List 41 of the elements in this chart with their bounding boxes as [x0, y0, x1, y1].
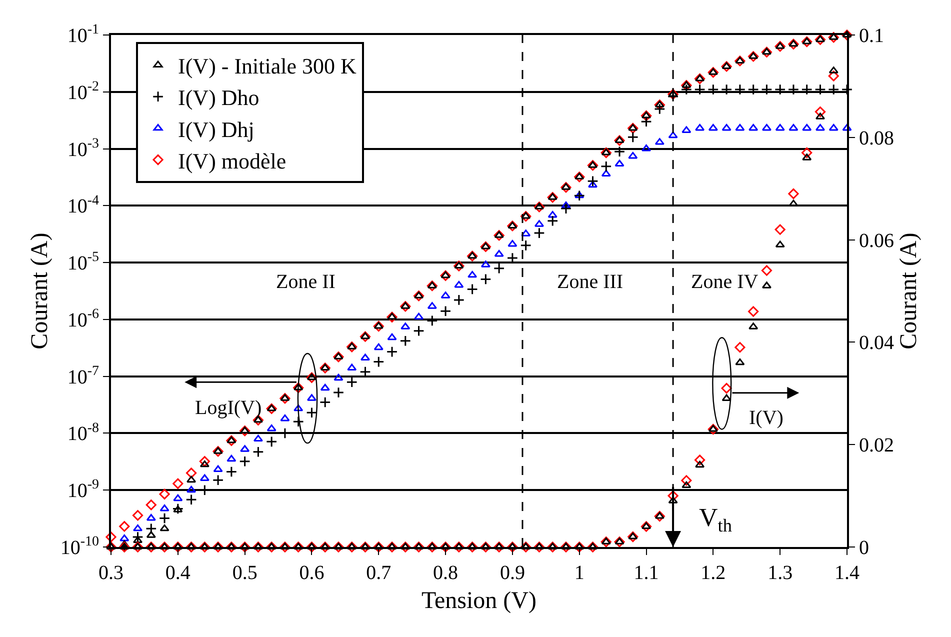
y-axis-title: Courant (A)	[26, 232, 53, 350]
legend-label: I(V) Dho	[178, 85, 260, 110]
y-tick-label: 10$^{-4}$	[67, 193, 99, 218]
legend-label: I(V) - Initiale 300 K	[178, 54, 357, 79]
x-tick-label: 0.3	[98, 562, 124, 584]
ref-line-label: V$_{th}$	[699, 503, 732, 536]
annotation: LogI(V)	[195, 397, 262, 419]
y2-tick-label: 0.04	[859, 332, 894, 354]
x-tick-label: 0.5	[232, 562, 258, 584]
y2-tick-label: 0.06	[859, 230, 894, 252]
x-tick-label: 0.9	[500, 562, 525, 584]
y-tick-label: 10$^{-6}$	[67, 307, 99, 332]
x-tick-label: 0.8	[433, 562, 458, 584]
legend-label: I(V) modèle	[178, 148, 286, 174]
y-tick-label: 10$^{-2}$	[67, 79, 99, 104]
x-tick-label: 0.6	[299, 562, 324, 584]
y2-tick-label: 0.1	[859, 25, 884, 47]
y-tick-label: 10$^{-1}$	[67, 22, 99, 47]
x-tick-label: 1.2	[700, 562, 726, 584]
annotation: Zone II	[276, 271, 336, 293]
annotation: Zone III	[557, 271, 624, 293]
x-tick-label: 1.1	[634, 562, 659, 584]
x-axis-title: Tension (V)	[422, 588, 536, 614]
annotation: I(V)	[749, 407, 784, 429]
x-tick-label: 1.4	[834, 562, 860, 584]
y2-tick-label: 0.02	[859, 434, 894, 457]
x-tick-label: 0.7	[366, 562, 392, 584]
y2-tick-label: 0.08	[859, 127, 894, 150]
y-tick-label: 10$^{-3}$	[67, 136, 99, 161]
y2-tick-label: 0	[859, 537, 869, 559]
x-tick-label: 0.4	[165, 562, 190, 584]
y-tick-label: 10$^{-8}$	[67, 420, 99, 446]
y2-axis-title: Courant (A)	[896, 232, 922, 350]
x-tick-label: 1.3	[768, 562, 793, 584]
y-tick-label: 10$^{-9}$	[67, 478, 99, 502]
y-tick-label: 10$^{-7}$	[67, 364, 99, 388]
y-tick-label: 10$^{-5}$	[67, 250, 99, 275]
y-tick-label: 10$^{-10}$	[60, 534, 99, 559]
annotation: Zone IV	[691, 271, 759, 293]
legend-label: I(V) Dhj	[178, 116, 254, 142]
x-tick-label: 1	[574, 562, 584, 584]
